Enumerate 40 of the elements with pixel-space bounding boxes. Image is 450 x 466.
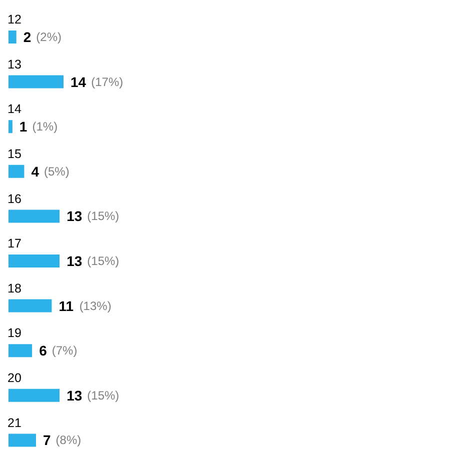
bar — [8, 210, 60, 223]
bar — [8, 299, 52, 312]
bar — [8, 75, 64, 88]
data-label: 6 — [39, 342, 48, 359]
annotation: (13%) — [79, 298, 112, 313]
bar — [8, 30, 16, 44]
data-label: 13 — [66, 208, 82, 224]
bar — [8, 388, 60, 402]
bar — [8, 344, 32, 358]
y-tick-label: 21 — [8, 416, 22, 430]
annotation: (15%) — [87, 209, 120, 224]
bar — [8, 434, 36, 447]
annotation: (15%) — [87, 388, 120, 402]
annotation: (1%) — [32, 120, 58, 134]
data-label: 13 — [66, 387, 82, 404]
bar — [8, 164, 24, 178]
y-tick-label: 15 — [8, 146, 22, 161]
data-label: 4 — [31, 163, 40, 180]
annotation: (15%) — [87, 254, 120, 268]
data-label: 7 — [43, 432, 51, 448]
annotation: (5%) — [44, 164, 70, 178]
y-tick-label: 18 — [8, 281, 22, 296]
y-tick-label: 13 — [8, 57, 22, 72]
annotation: (8%) — [56, 433, 82, 448]
y-tick-label: 17 — [8, 236, 22, 251]
annotation: (17%) — [91, 74, 124, 89]
bar — [8, 254, 60, 268]
data-label: 2 — [23, 29, 32, 45]
data-label: 11 — [58, 298, 74, 314]
data-label: 14 — [70, 74, 86, 90]
data-label: 1 — [19, 118, 28, 135]
annotation: (2%) — [36, 30, 62, 44]
y-tick-label: 16 — [8, 192, 22, 206]
y-tick-label: 14 — [8, 102, 22, 116]
bar — [8, 120, 12, 134]
data-label: 13 — [66, 253, 82, 269]
y-tick-label: 12 — [8, 12, 22, 27]
annotation: (7%) — [52, 344, 78, 358]
y-tick-label: 19 — [8, 326, 22, 340]
y-tick-label: 20 — [8, 370, 22, 385]
